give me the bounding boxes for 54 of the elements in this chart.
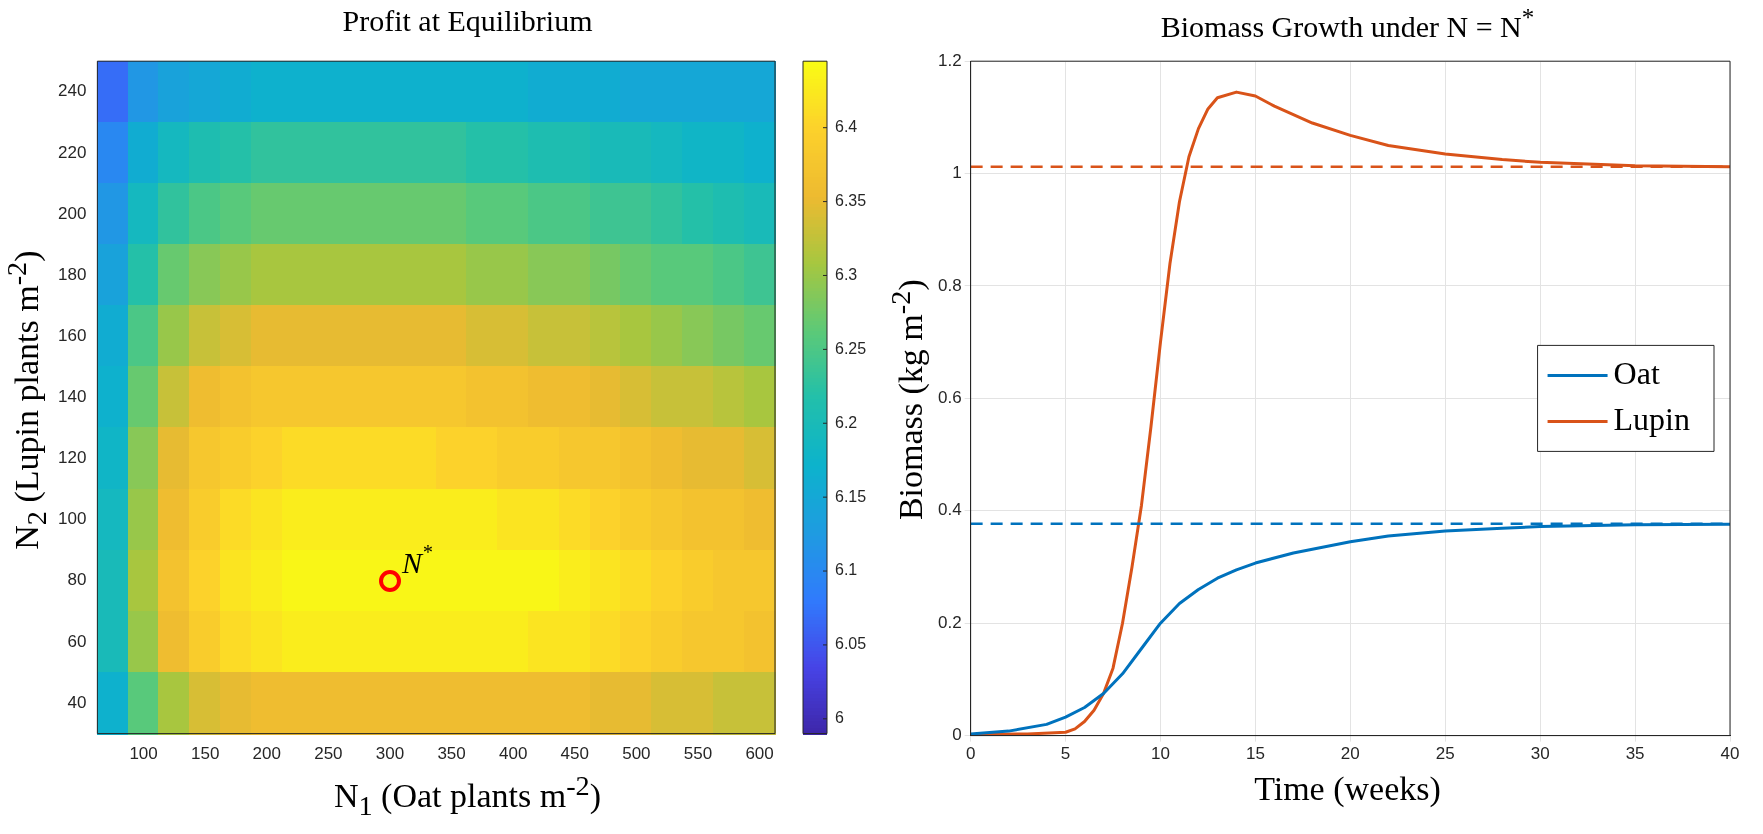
y-tick-label: 0	[952, 725, 962, 745]
x-axis-title: Time (weeks)	[1253, 770, 1442, 808]
y-tick-label: 240	[57, 81, 87, 101]
x-tick-label: 150	[190, 744, 220, 764]
y-tick-label: 0.8	[937, 275, 962, 295]
y-tick-label: 1	[952, 163, 962, 183]
y-tick-label: 160	[57, 325, 87, 345]
y-tick-label: 60	[67, 631, 87, 651]
x-tick-label: 600	[745, 744, 774, 764]
x-tick-label: 250	[314, 744, 343, 764]
color-bar-label: 6.15	[835, 487, 867, 505]
chart-title: Biomass Growth under N = N$^{*}$	[1159, 4, 1536, 44]
color-bar-label: 6.35	[835, 192, 867, 209]
y-tick-label: 200	[57, 203, 87, 223]
color-bar-label: 6.3	[835, 265, 858, 283]
y-tick-label: 140	[57, 387, 87, 407]
y-tick-label: 0.6	[937, 388, 962, 408]
y-tick-label: 80	[67, 570, 87, 590]
x-tick-label: 20	[1340, 744, 1360, 764]
x-tick-label: 300	[375, 744, 405, 764]
y-tick-label: 1.2	[937, 50, 962, 70]
y-tick-label: 220	[57, 142, 87, 162]
y-tick-label: 0.2	[937, 612, 962, 632]
color-bar-label: 6.2	[835, 413, 858, 431]
x-tick-label: 5	[1060, 744, 1071, 764]
x-tick-label: 100	[129, 744, 158, 764]
x-tick-label: 15	[1245, 744, 1265, 764]
x-tick-label: 500	[622, 744, 651, 764]
color-bar-label: 6	[835, 709, 844, 727]
x-tick-label: 400	[499, 744, 528, 764]
color-bar-label: 6.4	[835, 118, 858, 136]
y-tick-label: 40	[67, 692, 87, 712]
annotation: N*	[400, 541, 432, 579]
x-axis-title: N$_{1}$ (Oat plants m$^{-2}$)	[332, 770, 603, 823]
color-bar-label: 6.1	[835, 561, 858, 579]
x-tick-label: 30	[1530, 744, 1550, 764]
x-tick-label: 10	[1151, 744, 1170, 764]
legend-label: Lupin	[1613, 400, 1690, 437]
y-tick-label: 120	[57, 448, 87, 468]
legend-label: Oat	[1613, 354, 1660, 391]
x-tick-label: 40	[1720, 744, 1740, 764]
x-tick-label: 0	[965, 744, 976, 764]
color-bar-label: 6.05	[835, 635, 867, 653]
x-tick-label: 550	[683, 744, 713, 764]
x-tick-label: 35	[1625, 744, 1645, 764]
x-tick-label: 200	[252, 744, 281, 764]
x-tick-label: 450	[560, 744, 589, 764]
x-tick-label: 25	[1435, 744, 1455, 764]
chart-title: Profit at Equilibrium	[341, 4, 594, 38]
y-tick-label: 100	[57, 509, 87, 529]
color-bar-label: 6.25	[835, 339, 867, 357]
x-tick-label: 350	[437, 744, 466, 764]
y-tick-label: 180	[57, 264, 87, 284]
y-tick-label: 0.4	[937, 500, 962, 520]
